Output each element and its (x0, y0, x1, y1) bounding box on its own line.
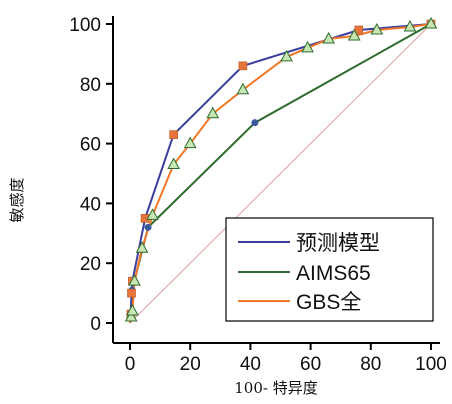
x-tick-label-3: 60 (300, 354, 321, 375)
series-2-point-11 (301, 40, 314, 53)
series-0-point-2 (127, 288, 136, 298)
x-tick-label-0: 0 (125, 354, 136, 375)
reference-line (129, 23, 432, 324)
legend-box (225, 217, 434, 322)
x-axis-title: 100- 特异度 (234, 379, 317, 397)
series-2-point-7 (183, 136, 197, 149)
reference-diagonal (129, 23, 432, 324)
x-tick-label-4: 80 (360, 354, 381, 375)
series-2-point-14 (370, 22, 384, 35)
series-2-point-9 (236, 82, 250, 95)
x-tick-label-1: 20 (180, 354, 201, 375)
legend-label-0: 预测模型 (296, 232, 380, 255)
series-2-point-13 (347, 28, 361, 41)
legend-label-1: AIMS65 (296, 262, 371, 285)
series-2-point-2 (126, 304, 139, 316)
axes (112, 16, 440, 344)
series-2-point-12 (322, 31, 336, 44)
series-0-point-5 (169, 130, 178, 139)
series-2-point-1 (124, 309, 138, 322)
series-1-point-3 (251, 119, 259, 127)
legend-label-2: GBS全 (296, 291, 361, 314)
series-layer (124, 16, 438, 324)
series-2-point-3 (128, 274, 141, 286)
series-1-point-2 (144, 223, 152, 231)
y-tick-label-5: 100 (69, 15, 101, 36)
series-2-point-16 (424, 16, 438, 29)
y-tick-label-4: 80 (80, 75, 101, 96)
x-tick-label-2: 40 (240, 354, 261, 375)
x-tick-label-5: 100 (415, 354, 447, 375)
series-2-point-5 (146, 208, 159, 220)
axis-ticks: 0 20 40 60 80 100 0 20 40 60 80 100 (69, 15, 447, 375)
y-tick-label-0: 0 (90, 314, 101, 335)
series-2-point-6 (167, 157, 180, 170)
y-tick-label-1: 20 (80, 254, 101, 275)
y-axis-title: 敏感度 (8, 177, 26, 222)
y-tick-label-3: 60 (80, 135, 101, 156)
legend: 预测模型 AIMS65 GBS全 (225, 217, 434, 322)
series-2-point-15 (403, 19, 417, 32)
series-2-point-8 (206, 106, 220, 119)
series-2-point-10 (280, 49, 293, 62)
series-2-point-4 (135, 241, 149, 253)
y-tick-label-2: 40 (80, 194, 101, 215)
series-0-point-6 (238, 61, 248, 71)
